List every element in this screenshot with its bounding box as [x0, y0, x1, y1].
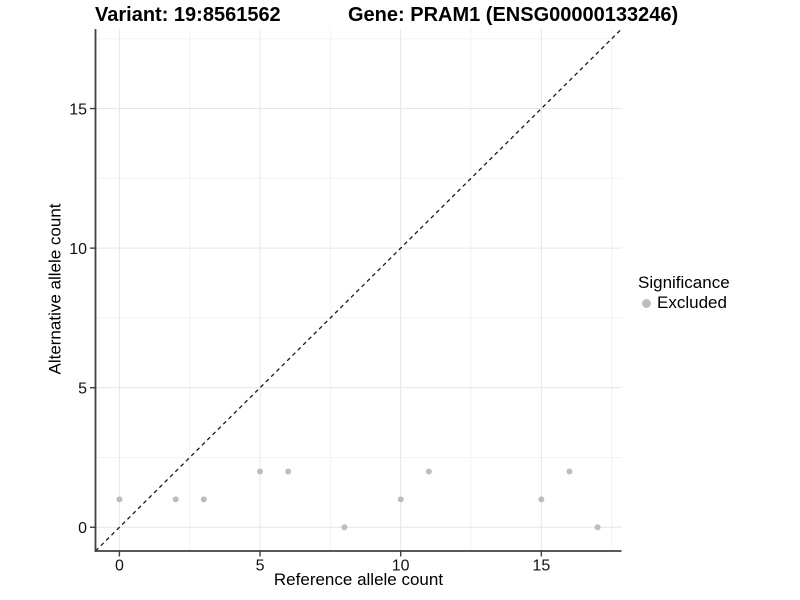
- y-tick-label: 10: [69, 241, 87, 258]
- x-tick-label: 15: [532, 558, 550, 575]
- data-point: [341, 524, 348, 531]
- legend-point-icon: [642, 298, 651, 308]
- x-tick-label: 0: [115, 558, 124, 575]
- data-point: [397, 496, 404, 503]
- data-point: [200, 496, 207, 503]
- data-point: [116, 496, 123, 503]
- legend-entry-label: Excluded: [657, 293, 727, 312]
- data-point: [285, 468, 292, 475]
- data-point: [257, 468, 264, 475]
- x-tick-label: 5: [256, 558, 265, 575]
- data-point: [538, 496, 545, 503]
- data-point: [566, 468, 573, 475]
- x-tick-label: 10: [392, 558, 410, 575]
- x-axis-title: Reference allele count: [273, 570, 444, 589]
- data-point: [594, 524, 601, 531]
- plot-title-variant: Variant: 19:8561562: [95, 4, 281, 26]
- y-tick-label: 5: [78, 380, 87, 397]
- y-tick-label: 15: [69, 101, 87, 118]
- y-tick-label: 0: [78, 520, 87, 537]
- legend: Significance Excluded: [638, 273, 730, 313]
- y-axis-title: Alternative allele count: [45, 203, 65, 375]
- plot-title-gene: Gene: PRAM1 (ENSG00000133246): [348, 4, 679, 26]
- legend-entry: Excluded: [638, 293, 730, 313]
- identity-line: [95, 28, 622, 552]
- data-point: [425, 468, 432, 475]
- data-point: [172, 496, 179, 503]
- legend-title: Significance: [638, 273, 730, 292]
